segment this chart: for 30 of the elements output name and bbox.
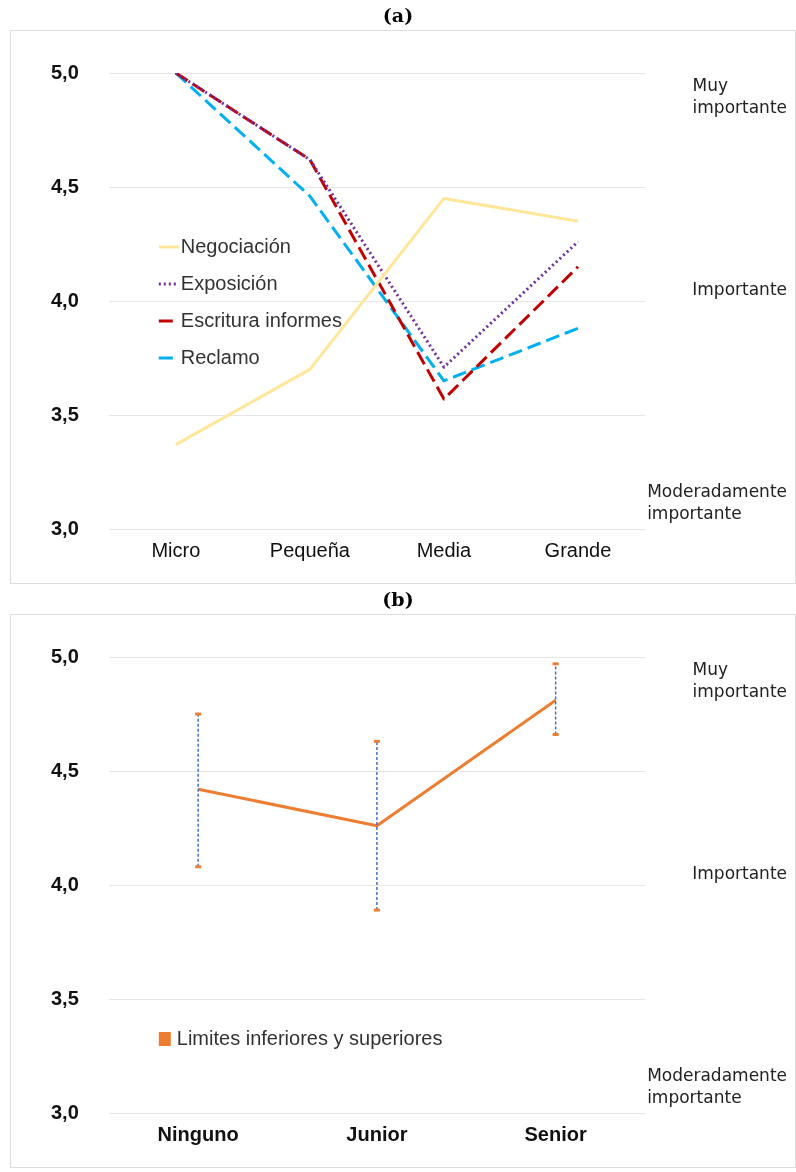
y-tick-label: 3,0 — [50, 516, 79, 539]
chart-title: (a) — [381, 3, 415, 28]
chart-title: (b) — [381, 587, 415, 612]
text: Moderadamente importante — [647, 1065, 788, 1108]
y-tick-label: 5,0 — [50, 644, 79, 667]
x-tick-label: Ninguno — [157, 1122, 239, 1145]
y-tick-label: 4,5 — [50, 758, 79, 781]
y-tick-label: 3,0 — [50, 1100, 79, 1123]
x-tick-label: Junior — [346, 1122, 408, 1145]
text: Importante — [692, 863, 788, 884]
legend-label: Negociación — [180, 234, 291, 257]
text: Importante — [692, 279, 788, 300]
legend-label: Escritura informes — [180, 308, 342, 331]
y-tick-label: 4,5 — [50, 174, 79, 197]
y-tick-label: 4,0 — [50, 872, 79, 895]
y-tick-label: 5,0 — [50, 60, 79, 83]
x-tick-label: Pequeña — [269, 538, 351, 561]
y-tick-label: 3,5 — [50, 402, 79, 425]
legend-label: Limites inferiores y superiores — [176, 1026, 443, 1049]
x-tick-label: Grande — [544, 538, 612, 561]
text: Muy importante — [692, 75, 788, 118]
legend-label: Reclamo — [180, 345, 260, 368]
legend-label: Exposición — [180, 271, 278, 294]
x-tick-label: Media — [416, 538, 473, 561]
x-tick-label: Micro — [151, 538, 201, 561]
x-tick-label: Senior — [524, 1122, 587, 1145]
y-tick-label: 3,5 — [50, 986, 79, 1009]
text: Moderadamente importante — [647, 481, 788, 524]
y-tick-label: 4,0 — [50, 288, 79, 311]
text: Muy importante — [692, 659, 788, 702]
